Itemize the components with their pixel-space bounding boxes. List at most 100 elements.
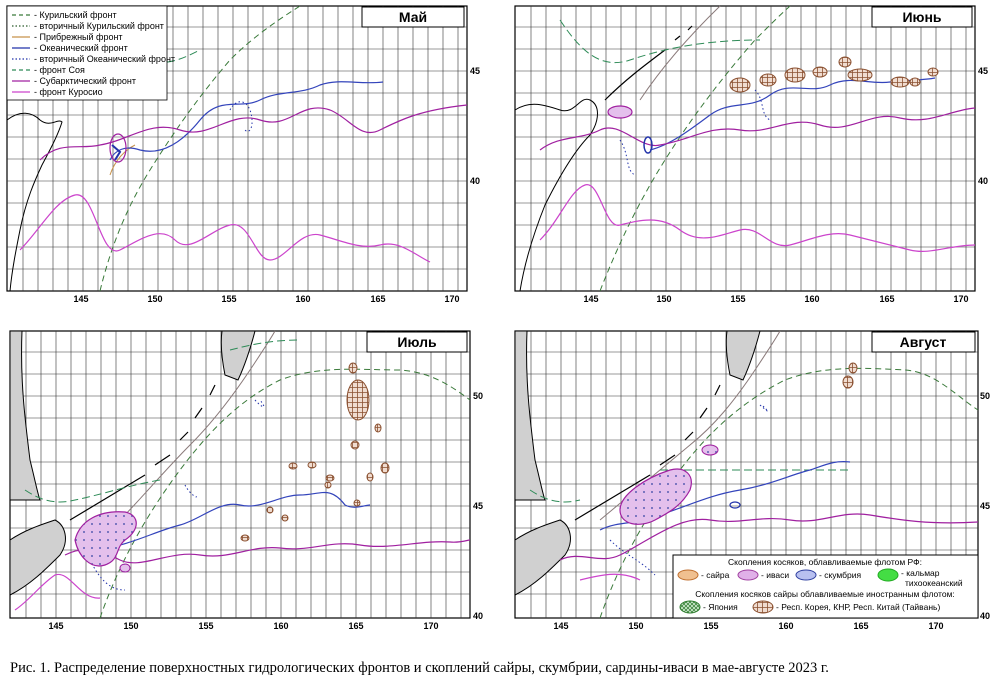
ivasi-school <box>119 563 131 573</box>
oceanic-front <box>649 77 936 151</box>
subarctic-front <box>539 107 976 151</box>
panel-title-box <box>871 6 973 28</box>
mackerel-school <box>729 501 741 509</box>
legend-squid: - кальмар <box>901 568 940 578</box>
lon-tick: 150 <box>656 294 671 304</box>
legend-ivasi: - иваси <box>761 570 789 580</box>
lon-tick: 170 <box>444 294 459 304</box>
lat-tick: 40 <box>980 611 990 621</box>
ivasi-school <box>109 133 127 163</box>
mackerel-school <box>111 144 122 161</box>
legend-subarctic-front: - Субарктический фронт <box>34 76 136 86</box>
figure-canvas: - Курильский фронт - вторичный Курильски… <box>6 5 990 631</box>
figure-caption: Рис. 1. Распределение поверхностных гидр… <box>10 660 829 676</box>
ivasi-school <box>701 444 719 456</box>
legend-squid-swatch <box>877 568 899 582</box>
lat-tick: 50 <box>473 391 483 401</box>
legend-saury: - сайра <box>701 570 730 580</box>
legend-mackerel-swatch <box>795 569 817 581</box>
land-hokkaido <box>9 519 66 596</box>
legend-soya-front: - фронт Соя <box>34 65 85 75</box>
lon-tick: 145 <box>48 621 63 631</box>
lon-tick: 160 <box>273 621 288 631</box>
legend-japan: - Япония <box>703 602 738 612</box>
lon-tick: 145 <box>553 621 568 631</box>
legend-squid-line2: тихоокеанский <box>905 578 963 588</box>
oceanic-secondary <box>229 101 253 132</box>
lon-tick: 165 <box>879 294 894 304</box>
kuroshio-front <box>14 573 101 611</box>
panel-frame <box>9 330 471 619</box>
coastline <box>6 112 63 292</box>
subarctic-front <box>64 539 471 564</box>
land-hokkaido <box>514 519 571 596</box>
panel-title: Май <box>399 9 427 25</box>
kuroshio-front <box>19 194 431 263</box>
legend-oceanic-front: - Океанический фронт <box>34 43 128 53</box>
kuroshio-front <box>539 184 976 252</box>
oceanic-secondary <box>619 89 771 176</box>
saury-foreign-schools <box>729 56 939 93</box>
legend-japan-swatch <box>679 600 701 614</box>
lat-tick: 45 <box>980 501 990 511</box>
land-sakhalin <box>725 330 761 381</box>
lon-tick: 155 <box>221 294 236 304</box>
panel-frame <box>514 5 976 292</box>
lon-tick: 165 <box>348 621 363 631</box>
lat-tick: 40 <box>978 176 988 186</box>
oceanic-front <box>109 81 384 161</box>
panel-july: Июль 50 45 40 145 150 155 160 165 170 <box>9 330 483 631</box>
kuril-islands <box>574 384 721 521</box>
soya-front <box>529 469 850 503</box>
legend-saury-swatch <box>677 569 699 581</box>
ivasi-area <box>619 468 692 525</box>
lon-tick: 145 <box>73 294 88 304</box>
panel-title-box <box>361 6 465 28</box>
soya-front <box>559 19 761 64</box>
lat-tick: 45 <box>470 66 480 76</box>
legend-korea: - Респ. Корея, КНР, Респ. Китай (Тайвань… <box>776 602 940 612</box>
lon-tick: 160 <box>804 294 819 304</box>
panel-title-box <box>366 331 468 353</box>
saury-foreign-schools <box>240 362 390 542</box>
lon-tick: 165 <box>370 294 385 304</box>
lon-tick: 165 <box>853 621 868 631</box>
lon-tick: 160 <box>295 294 310 304</box>
mackerel-school <box>643 136 653 154</box>
lat-tick: 40 <box>470 176 480 186</box>
lat-tick: 45 <box>473 501 483 511</box>
panel-june: Июнь 45 40 145 150 155 160 165 170 <box>514 5 988 304</box>
grid <box>515 6 975 291</box>
legend-rf-title: Скопления косяков, облавливаемые флотом … <box>728 557 922 567</box>
lon-tick: 155 <box>703 621 718 631</box>
lon-tick: 155 <box>198 621 213 631</box>
soya-front <box>24 339 301 503</box>
subarctic-front <box>39 104 468 161</box>
lon-tick: 155 <box>730 294 745 304</box>
legend-oceanic-secondary: - вторичный Океанический фронт <box>34 54 175 64</box>
fish-legend: Скопления косяков, облавливаемые флотом … <box>672 554 979 619</box>
land-mainland <box>514 330 546 501</box>
legend-ivasi-swatch <box>737 569 759 581</box>
fronts-legend: - Курильский фронт - вторичный Курильски… <box>6 5 175 101</box>
coastal-front <box>109 144 136 176</box>
lon-tick: 160 <box>778 621 793 631</box>
legend-coastal-front: - Прибрежный фронт <box>34 32 123 42</box>
legend-kuroshio-front: - фронт Куросио <box>34 87 103 97</box>
kuril-front <box>99 368 471 619</box>
legend-korea-swatch <box>752 600 774 614</box>
lon-tick: 150 <box>628 621 643 631</box>
oceanic-front <box>119 491 371 546</box>
ivasi-area <box>74 511 137 567</box>
kuril-islands <box>604 25 693 101</box>
panel-title: Июль <box>397 334 437 350</box>
legend-foreign-title: Скопления косяков сайры облавливаемые ин… <box>695 589 955 599</box>
lat-tick: 45 <box>978 66 988 76</box>
kuroshio-front <box>579 573 641 581</box>
panel-may: - Курильский фронт - вторичный Курильски… <box>6 5 480 304</box>
legend-kuril-front: - Курильский фронт <box>34 10 117 20</box>
legend-kuril-secondary: - вторичный Курильский фронт <box>34 21 164 31</box>
coastal-front <box>639 5 721 101</box>
lon-tick: 170 <box>953 294 968 304</box>
coastal-front <box>119 330 276 521</box>
